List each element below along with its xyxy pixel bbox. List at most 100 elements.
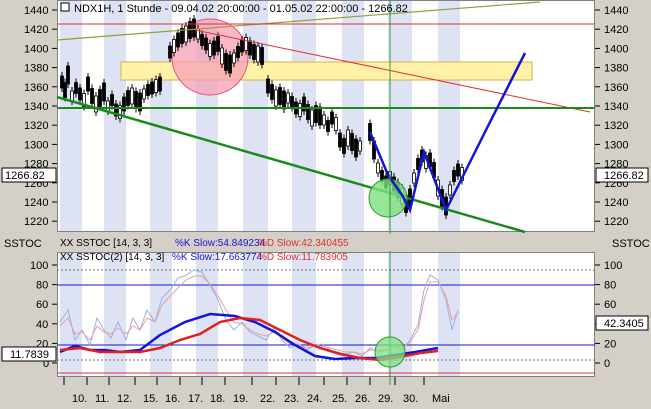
- sstoc-bottom-circle[interactable]: [374, 336, 406, 368]
- price-tick-label-left: 1400: [24, 43, 48, 55]
- candle-body: [240, 39, 244, 53]
- candle-body: [74, 82, 78, 94]
- candle-body: [342, 138, 346, 154]
- candle-body: [244, 37, 248, 51]
- candle-body: [346, 129, 350, 147]
- right-last-value-box: [595, 167, 649, 183]
- candle-body: [330, 111, 334, 125]
- price-plot-area[interactable]: [57, 0, 595, 232]
- candle-body: [118, 105, 122, 119]
- upper-olive-trendline[interactable]: [56, 1, 541, 41]
- price-y-axis: 1440 1440 1420 1420 1400 1400 1380 1380 1360 1360…: [24, 5, 628, 228]
- x-axis-bar: [0, 385, 651, 409]
- candle-body: [216, 36, 220, 52]
- x-tick-label: 30.: [403, 393, 418, 405]
- candle-body: [260, 47, 264, 65]
- sstoc-tick-label-left: 80: [36, 280, 48, 292]
- candle-body: [94, 95, 98, 113]
- candle-body: [274, 89, 278, 107]
- day-stripe: [243, 0, 268, 232]
- candle-body: [350, 133, 354, 151]
- sstoc-plot-area[interactable]: [57, 252, 595, 377]
- x-tick-label: 17.: [188, 393, 203, 405]
- candle-body: [60, 75, 64, 89]
- x-tick-label: 29.: [378, 393, 393, 405]
- x-tick-label: 24.: [307, 393, 322, 405]
- legend2-k: %K Slow:17.663774: [172, 252, 263, 263]
- candle-body: [102, 82, 106, 102]
- candle-body: [220, 47, 224, 65]
- x-tick-label: 15.: [143, 393, 158, 405]
- price-tick-label-right: 1300: [604, 139, 628, 151]
- day-stripe: [342, 252, 364, 377]
- price-tick-label-right: 1440: [604, 5, 628, 17]
- bottom-marker-circle[interactable]: [368, 178, 408, 218]
- price-tick-label-left: 1240: [24, 197, 48, 209]
- candle-body: [78, 87, 82, 101]
- x-tick-label: 12.: [117, 393, 132, 405]
- candle-body: [204, 37, 208, 51]
- candle-body: [256, 45, 260, 63]
- right-last-value: 1266.82: [604, 170, 644, 182]
- x-axis-labels: 10. 11. 12. 15. 16. 17. 18. 19. 22. 23. 24. 25. 26. 2…: [72, 393, 450, 405]
- candle-body: [326, 120, 330, 132]
- day-stripe: [104, 252, 126, 377]
- x-tick-label: 19.: [233, 393, 248, 405]
- sstoc-panel-border: [57, 252, 595, 377]
- candle-body: [138, 92, 142, 112]
- candle-body: [126, 90, 130, 106]
- candle-body: [236, 46, 240, 58]
- sstoc-tick-label-right: 80: [604, 280, 616, 292]
- day-stripe: [150, 252, 172, 377]
- price-tick-label-left: 1380: [24, 63, 48, 75]
- x-tick-label: 23.: [284, 393, 299, 405]
- sstoc-tick-label-right: 20: [604, 338, 616, 350]
- day-stripe: [60, 0, 82, 232]
- candle-body: [66, 65, 70, 85]
- candle-body: [270, 84, 274, 100]
- candle-body: [184, 25, 188, 43]
- candle-body: [318, 106, 322, 126]
- candle-body: [452, 170, 456, 182]
- candle-body: [338, 132, 342, 148]
- price-tick-label-right: 1240: [604, 197, 628, 209]
- candle-body: [212, 40, 216, 56]
- candle-body: [82, 93, 86, 107]
- candle-body: [134, 91, 138, 109]
- candle-body: [122, 96, 126, 112]
- candle-body: [416, 158, 420, 170]
- candle-body: [98, 89, 102, 107]
- price-tick-label-right: 1340: [604, 101, 628, 113]
- descending-red-trendline[interactable]: [194, 29, 591, 113]
- candle-body: [114, 103, 118, 117]
- candle-body: [146, 84, 150, 96]
- candle-body: [232, 52, 236, 64]
- price-tick-label-right: 1420: [604, 24, 628, 36]
- sstoc-left-value: 11.7839: [10, 349, 49, 361]
- legend2-d: %D Slow:11.783905: [258, 252, 348, 263]
- day-stripe: [342, 0, 364, 232]
- sstoc-tick-label-right: 100: [604, 260, 622, 272]
- candle-body: [412, 172, 416, 184]
- legend1-name: XX SSTOC [14, 3, 3]: [60, 238, 152, 249]
- candle-body: [70, 90, 74, 102]
- price-tick-label-left: 1440: [24, 5, 48, 17]
- price-tick-label-left: 1220: [24, 216, 48, 228]
- candle-body: [180, 28, 184, 44]
- candle-body: [252, 44, 256, 60]
- candle-body: [456, 163, 460, 177]
- candle-body: [286, 92, 290, 104]
- legend1-d: %D Slow:42.340455: [258, 238, 349, 249]
- price-panel-border: [57, 0, 595, 232]
- sstoc-tick-label-left: 0: [43, 358, 49, 370]
- candle-body: [130, 87, 134, 105]
- x-tick-label: 11.: [95, 393, 109, 405]
- price-tick-label-left: 1340: [24, 101, 48, 113]
- candle-body: [302, 96, 306, 112]
- legend1-k: %K Slow:54.849234: [175, 238, 266, 249]
- price-tick-label-left: 1360: [24, 82, 48, 94]
- price-tick-label-right: 1400: [604, 43, 628, 55]
- price-tick-label-right: 1360: [604, 82, 628, 94]
